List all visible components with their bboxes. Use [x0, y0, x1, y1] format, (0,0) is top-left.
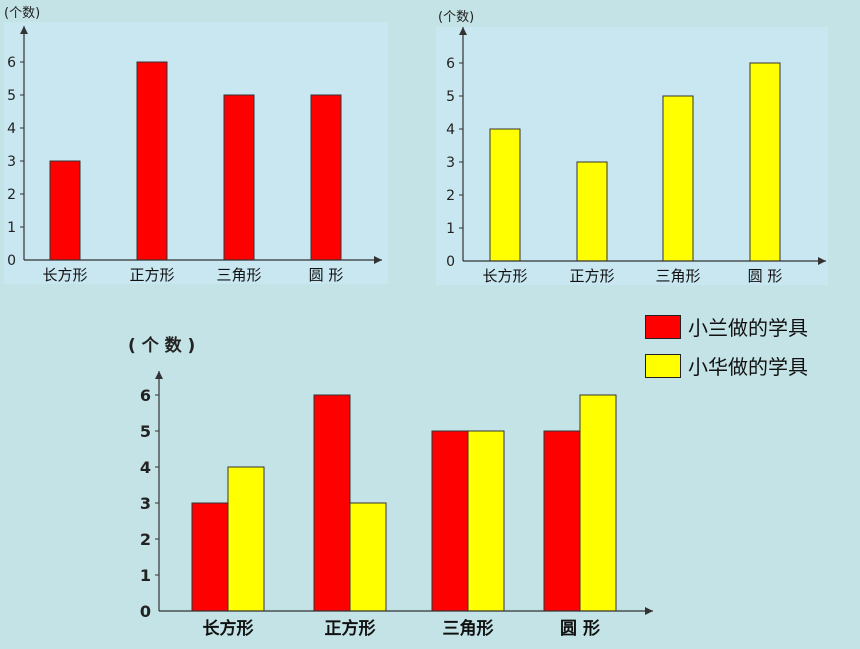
x-tick-label: 三角形 [216, 266, 261, 284]
y-axis-label: (个数) [4, 6, 40, 21]
bar-xiaolan-1 [191, 502, 229, 612]
x-tick-label: 三角形 [443, 618, 494, 639]
bar-xiaolan-3 [431, 430, 469, 612]
y-tick-label: 1 [446, 221, 455, 237]
y-tick-label: 2 [446, 188, 455, 204]
y-axis-arrow [155, 371, 163, 379]
y-tick-label: 0 [7, 253, 16, 269]
bar-xiaohua-2 [349, 502, 387, 612]
legend-swatch-yellow [645, 353, 681, 378]
bar-xiaohua-4 [579, 394, 617, 612]
bar-xiaohua-1 [227, 466, 265, 612]
legend-swatch-red [645, 314, 681, 339]
bar-3 [223, 94, 255, 261]
bar-3 [662, 95, 694, 262]
chart-red-individual: (个数) 长方形 正方形 三角形 圆 形 0 1 2 3 4 5 6 [4, 2, 394, 291]
bar-1 [489, 128, 521, 262]
y-tick-label: 1 [7, 220, 16, 236]
x-axis-arrow [645, 607, 653, 615]
y-tick-label: 4 [446, 122, 455, 138]
x-tick-label: 长方形 [203, 618, 254, 639]
y-tick-label: 4 [140, 458, 151, 477]
bar-2 [576, 161, 608, 262]
y-tick-label: 5 [140, 422, 151, 441]
y-tick-label: 2 [140, 530, 151, 549]
x-axis-arrow [818, 257, 826, 265]
y-axis-label: ( 个 数 ) [128, 335, 195, 356]
y-tick-label: 4 [7, 121, 16, 137]
legend-item-red: 小兰做的学具 [645, 312, 808, 341]
x-tick-label: 正方形 [129, 266, 174, 284]
bar-1 [49, 160, 81, 261]
x-tick-label: 正方形 [325, 618, 376, 639]
x-tick-label: 圆 形 [748, 267, 783, 285]
chart-grouped-compare: ( 个 数 ) 长方形 正方形 三角形 圆 形 0 1 2 3 4 5 6 [118, 327, 658, 649]
x-tick-label: 圆 形 [560, 618, 600, 639]
chart-svg: (个数) 长方形 正方形 三角形 圆 形 0 1 2 3 4 5 6 [436, 10, 828, 285]
y-tick-label: 1 [140, 566, 151, 585]
x-tick-label: 正方形 [569, 267, 614, 285]
y-axis-arrow [459, 27, 467, 35]
legend-label: 小兰做的学具 [688, 316, 808, 340]
y-tick-label: 3 [140, 494, 151, 513]
y-tick-label: 6 [140, 386, 151, 405]
y-axis-arrow [20, 26, 28, 34]
x-tick-label: 三角形 [655, 267, 700, 285]
y-tick-label: 0 [446, 254, 455, 270]
legend-label: 小华做的学具 [688, 355, 808, 379]
chart-yellow-individual: (个数) 长方形 正方形 三角形 圆 形 0 1 2 3 4 5 6 [436, 5, 831, 291]
x-tick-label: 长方形 [482, 267, 527, 285]
x-tick-label: 长方形 [42, 266, 87, 284]
y-tick-label: 5 [446, 89, 455, 105]
chart-svg: ( 个 数 ) 长方形 正方形 三角形 圆 形 0 1 2 3 4 5 6 [128, 335, 653, 639]
y-tick-label: 3 [7, 154, 16, 170]
bar-2 [136, 61, 168, 261]
y-tick-label: 0 [140, 602, 151, 621]
bar-xiaolan-2 [313, 394, 351, 612]
y-tick-label: 6 [7, 55, 16, 71]
bar-4 [310, 94, 342, 261]
chart-svg: (个数) 长方形 正方形 三角形 圆 形 0 1 2 3 4 5 6 [4, 6, 388, 284]
bar-4 [749, 62, 781, 262]
x-axis-arrow [374, 256, 382, 264]
x-tick-label: 圆 形 [309, 266, 344, 284]
y-tick-label: 6 [446, 56, 455, 72]
legend-item-yellow: 小华做的学具 [645, 351, 808, 380]
y-tick-label: 3 [446, 155, 455, 171]
y-tick-label: 2 [7, 187, 16, 203]
bar-xiaolan-4 [543, 430, 581, 612]
y-tick-label: 5 [7, 88, 16, 104]
bar-xiaohua-3 [467, 430, 505, 612]
y-axis-label: (个数) [438, 10, 474, 25]
